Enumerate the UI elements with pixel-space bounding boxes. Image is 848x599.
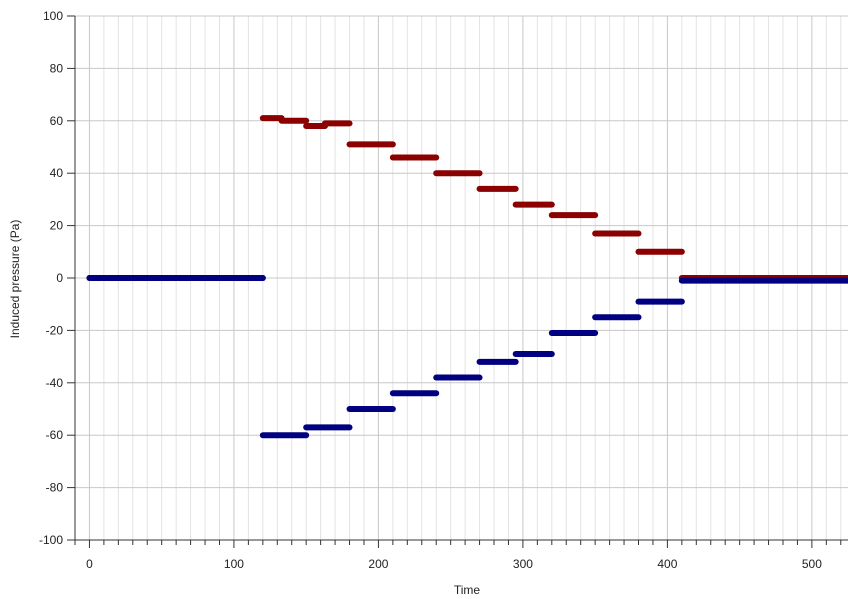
tick-labels: 0 100 200 300 400 500 -100 -80 -60 -40 -20 0 20 40 60 8…: [39, 9, 822, 571]
y-tick-label: 20: [50, 219, 64, 233]
y-tick-label: 80: [50, 61, 64, 75]
y-tick-label: -100: [39, 533, 63, 547]
x-tick-label: 500: [802, 557, 822, 571]
x-tick-label: 300: [513, 557, 533, 571]
y-tick-label: 100: [43, 9, 63, 23]
x-axis-title: Time: [454, 583, 481, 597]
x-tick-label: 0: [86, 557, 93, 571]
x-tick-label: 200: [368, 557, 388, 571]
y-tick-label: 0: [56, 271, 63, 285]
y-tick-label: -80: [46, 481, 64, 495]
y-tick-label: -40: [46, 376, 64, 390]
axes: [67, 15, 848, 548]
x-tick-label: 400: [657, 557, 677, 571]
plot-series: [86, 115, 848, 439]
y-axis-title: Induced pressure (Pa): [8, 220, 22, 339]
y-tick-label: -60: [46, 428, 64, 442]
y-tick-label: 40: [50, 166, 64, 180]
y-tick-label: -20: [46, 323, 64, 337]
series-0: [86, 115, 848, 281]
series-1: [86, 275, 848, 439]
y-tick-label: 60: [50, 114, 64, 128]
x-tick-label: 100: [224, 557, 244, 571]
